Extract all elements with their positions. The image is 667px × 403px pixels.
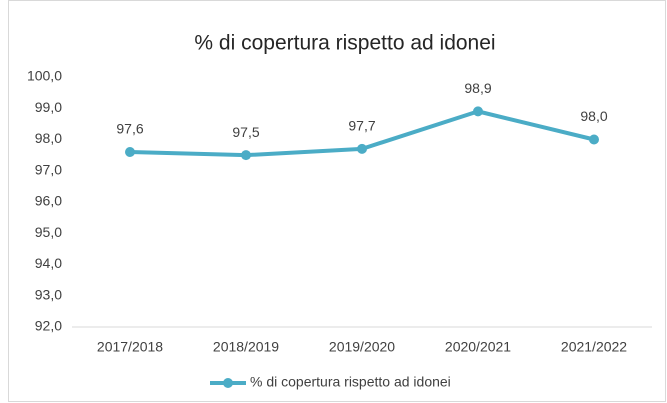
chart-title: % di copertura rispetto ad idonei (194, 32, 495, 55)
x-tick-label: 2021/2022 (561, 339, 627, 355)
data-label: 97,6 (116, 121, 143, 137)
point (357, 143, 367, 154)
point (589, 134, 599, 145)
data-label: 97,5 (232, 124, 259, 140)
x-tick-label: 2017/2018 (97, 339, 163, 355)
chart-frame (8, 0, 666, 402)
x-tick-label: 2019/2020 (329, 339, 395, 355)
point (473, 106, 483, 117)
data-label: 98,9 (464, 80, 491, 96)
y-tick-label: 94,0 (35, 255, 62, 271)
y-tick-label: 97,0 (35, 161, 62, 177)
y-tick-label: 98,0 (35, 130, 62, 146)
legend-label: % di copertura rispetto ad idonei (250, 374, 451, 390)
y-tick-label: 93,0 (35, 286, 62, 302)
y-tick-label: 95,0 (35, 224, 62, 240)
y-tick-label: 99,0 (35, 99, 62, 115)
data-label: 97,7 (348, 118, 375, 134)
y-tick-label: 92,0 (35, 318, 62, 334)
data-label: 98,0 (580, 108, 607, 124)
y-tick-label: 100,0 (27, 68, 62, 84)
x-tick-label: 2018/2019 (213, 339, 279, 355)
x-tick-label: 2020/2021 (445, 339, 511, 355)
y-tick-label: 96,0 (35, 193, 62, 209)
point (125, 147, 135, 157)
point (241, 150, 251, 161)
legend-marker (223, 378, 233, 388)
